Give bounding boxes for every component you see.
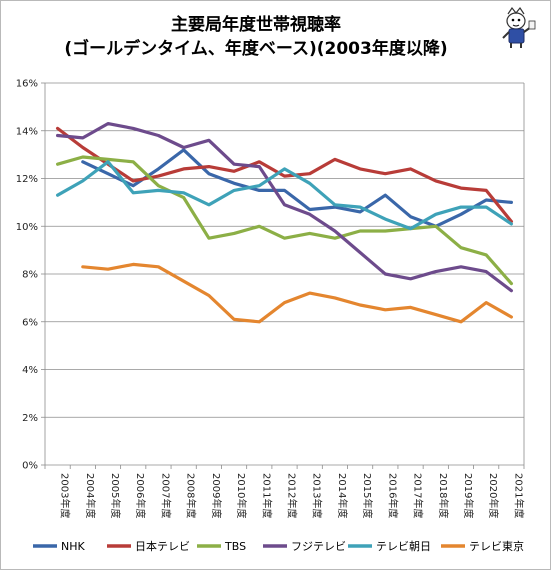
x-tick-label: 2018年度 (437, 473, 450, 518)
y-tick-label: 14% (16, 126, 38, 137)
legend-label: フジテレビ (291, 540, 346, 553)
series-line (81, 262, 513, 324)
legend-label: 日本テレビ (135, 539, 190, 553)
x-tick-label: 2010年度 (235, 473, 248, 518)
y-tick-label: 4% (22, 365, 38, 376)
x-tick-label: 2007年度 (159, 473, 172, 518)
legend: NHK 日本テレビ TBS フジテレビ テレビ朝日 テレビ東京 (33, 539, 524, 553)
x-tick-label: 2006年度 (134, 473, 147, 518)
x-tick-label: 2005年度 (109, 473, 122, 518)
x-axis-ticks: 2003年度 2004年度 2005年度 2006年度 2007年度 2008年度 2009… (59, 473, 526, 518)
x-tick-label: 2017年度 (412, 473, 425, 518)
axes (41, 82, 525, 469)
series-lines (56, 122, 513, 324)
x-tick-label: 2014年度 (336, 473, 349, 518)
series-line (56, 126, 513, 224)
x-tick-label: 2013年度 (311, 473, 324, 518)
legend-label: テレビ朝日 (376, 540, 431, 553)
y-tick-label: 8% (22, 270, 38, 281)
y-tick-label: 10% (16, 222, 38, 233)
y-tick-label: 16% (16, 79, 38, 90)
y-tick-label: 12% (16, 174, 38, 185)
y-tick-label: 2% (22, 413, 38, 424)
y-axis-ticks: 0% 2% 4% 6% 8% 10% 12% 14% 16% (16, 79, 38, 472)
x-tick-label: 2021年度 (512, 473, 525, 518)
legend-label: TBS (224, 540, 246, 553)
series-line (56, 160, 513, 231)
x-tick-label: 2015年度 (361, 473, 374, 518)
series-line (56, 122, 513, 293)
legend-label: NHK (61, 540, 86, 553)
x-tick-label: 2019年度 (462, 473, 475, 518)
chart-subtitle: (ゴールデンタイム、年度ベース)(2003年度以降) (64, 38, 447, 59)
x-tick-label: 2016年度 (386, 473, 399, 518)
x-tick-label: 2003年度 (59, 473, 72, 518)
y-tick-label: 0% (22, 461, 38, 472)
y-tick-label: 6% (22, 317, 38, 328)
legend-label: テレビ東京 (469, 539, 524, 553)
chart-title: 主要局年度世帯視聴率 (171, 14, 341, 35)
x-tick-label: 2020年度 (487, 473, 500, 518)
series-line (56, 155, 513, 286)
x-tick-label: 2004年度 (84, 473, 97, 518)
x-tick-label: 2012年度 (286, 473, 299, 518)
x-tick-label: 2009年度 (210, 473, 223, 518)
series-line (81, 148, 513, 228)
grid-lines (45, 82, 524, 418)
mascot-icon (502, 6, 536, 48)
x-tick-label: 2011年度 (260, 473, 273, 518)
x-tick-label: 2008年度 (185, 473, 198, 518)
